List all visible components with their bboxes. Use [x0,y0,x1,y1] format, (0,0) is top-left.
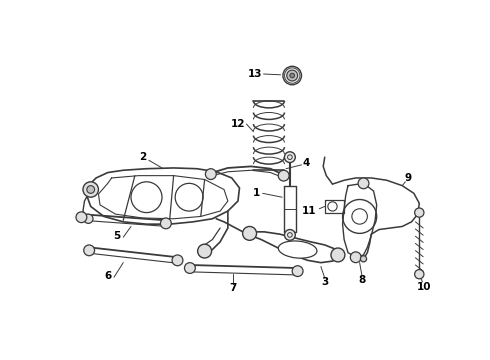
Circle shape [292,266,303,276]
Text: 10: 10 [416,282,431,292]
Circle shape [184,263,196,274]
Circle shape [283,66,301,85]
Circle shape [84,214,93,223]
Ellipse shape [278,241,317,258]
Circle shape [361,256,367,262]
Circle shape [415,270,424,279]
Text: 13: 13 [248,69,262,79]
Text: 4: 4 [302,158,310,167]
Circle shape [290,73,294,78]
Circle shape [287,70,297,81]
Text: 11: 11 [302,206,317,216]
Text: 1: 1 [253,188,260,198]
Circle shape [197,244,212,258]
Text: 8: 8 [358,275,366,285]
Text: 2: 2 [139,152,146,162]
Text: 9: 9 [405,173,412,183]
Circle shape [87,186,95,193]
Circle shape [285,230,295,240]
Text: 5: 5 [113,231,121,241]
Circle shape [278,170,289,181]
Circle shape [285,152,295,163]
Circle shape [76,212,87,222]
Text: 3: 3 [321,277,328,287]
Circle shape [83,182,98,197]
Text: 6: 6 [104,271,111,281]
Circle shape [415,208,424,217]
Circle shape [84,245,95,256]
Circle shape [331,248,345,262]
Circle shape [172,255,183,266]
Circle shape [205,169,216,180]
Circle shape [160,218,172,229]
Text: 7: 7 [230,283,237,293]
Circle shape [358,178,369,189]
Circle shape [350,252,361,263]
Circle shape [243,226,257,240]
Text: 12: 12 [231,119,245,129]
